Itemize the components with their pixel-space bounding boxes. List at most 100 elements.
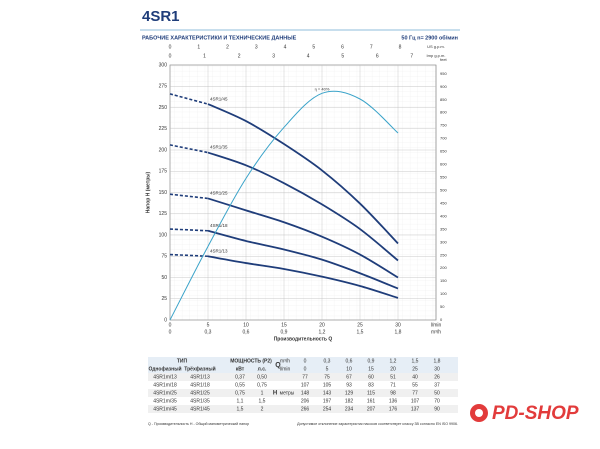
th: ТИП (177, 358, 188, 364)
top-tick-label: 1 (203, 53, 206, 59)
td: 0,75 (235, 390, 245, 396)
row-bg (148, 373, 458, 381)
td: 148 (301, 390, 310, 396)
td: 77 (412, 390, 418, 396)
x2-tick-label: 0,9 (281, 329, 288, 335)
td: 1 (261, 390, 264, 396)
y-tick-label: 200 (159, 147, 168, 153)
x-tick-label: 0 (169, 322, 172, 328)
td: 4SR1/13 (190, 374, 210, 380)
footer-right: Допустимое отклонение характеристик насо… (297, 422, 458, 426)
td: 4SR1m/35 (153, 398, 177, 404)
th: л.с. (258, 366, 267, 372)
td: 67 (346, 374, 352, 380)
y-tick-label: 125 (159, 211, 168, 217)
curve (207, 151, 399, 262)
td: 4SR1/25 (190, 390, 210, 396)
td: 4SR1m/18 (153, 382, 177, 388)
th: 1,8 (434, 358, 441, 364)
td: 0,55 (235, 382, 245, 388)
x-label: Производительность Q (274, 336, 333, 342)
td: 93 (346, 382, 352, 388)
td: 4SR1m/45 (153, 406, 177, 412)
top-tick-label: 1 (197, 44, 200, 50)
x-tick-label: 30 (395, 322, 401, 328)
td: 105 (323, 382, 332, 388)
right-tick-label: 800 (440, 110, 447, 115)
x-tick-label: 10 (243, 322, 249, 328)
curve-label: 4SR1/25 (210, 191, 228, 196)
right-tick-label: 300 (440, 239, 447, 244)
td: 1,5 (237, 406, 244, 412)
row-bg (148, 389, 458, 397)
td: 0,37 (235, 374, 245, 380)
td: 4SR1m/13 (153, 374, 177, 380)
td: 176 (389, 406, 398, 412)
top-tick-label: 5 (312, 44, 315, 50)
x2-tick-label: 1,2 (319, 329, 326, 335)
td: 70 (434, 398, 440, 404)
subtitle: РАБОЧИЕ ХАРАКТЕРИСТИКИ И ТЕХНИЧЕСКИЕ ДАН… (142, 35, 297, 41)
x2-tick-label: 1,8 (395, 329, 402, 335)
y-tick-label: 275 (159, 84, 168, 90)
td: 129 (345, 390, 354, 396)
th: Однофазный (148, 365, 181, 372)
right-tick-label: 150 (440, 278, 447, 283)
top-unit: Imp g.p.m. (427, 53, 446, 58)
curve (207, 103, 399, 245)
right-tick-label: 500 (440, 187, 447, 192)
top-tick-label: 3 (255, 44, 258, 50)
right-tick-label: 250 (440, 252, 447, 257)
td: 136 (389, 398, 398, 404)
table-head-bg (148, 357, 458, 373)
y-tick-label: 50 (161, 275, 167, 281)
right-tick-label: 0 (440, 317, 443, 322)
conditions: 50 Гц n= 2900 об/мин (401, 34, 458, 41)
curve-dashed (169, 193, 209, 200)
top-tick-label: 6 (376, 53, 379, 59)
th: H (273, 391, 277, 397)
y-tick-label: 225 (159, 126, 168, 132)
top-tick-label: 2 (238, 53, 241, 59)
y-tick-label: 150 (159, 190, 168, 196)
curve-label: 4SR1/45 (210, 96, 228, 101)
y-tick-label: 25 (161, 296, 167, 302)
td: 50 (434, 390, 440, 396)
td: 107 (411, 398, 420, 404)
curve-label: 4SR1/13 (210, 248, 228, 253)
curve (207, 255, 399, 299)
td: 83 (368, 382, 374, 388)
footer-left: Q - Производительность H - Общий маномет… (148, 422, 249, 426)
td: 4SR1m/25 (153, 390, 177, 396)
right-tick-label: 600 (440, 162, 447, 167)
td: 197 (323, 398, 332, 404)
right-tick-label: 650 (440, 149, 447, 154)
td: 51 (390, 374, 396, 380)
curve-dashed (169, 144, 209, 154)
th: 15 (368, 366, 374, 372)
right-tick-label: 50 (440, 304, 445, 309)
td: 98 (390, 390, 396, 396)
th: 20 (390, 366, 396, 372)
top-tick-label: 5 (341, 53, 344, 59)
top-tick-label: 8 (399, 44, 402, 50)
curve-label: 4SR1/35 (210, 145, 228, 150)
td: 0,75 (257, 382, 267, 388)
td: 234 (345, 406, 354, 412)
x2-tick-label: 0,3 (205, 329, 212, 335)
x2-unit: m³/h (431, 329, 441, 335)
td: 90 (434, 406, 440, 412)
right-tick-label: 700 (440, 136, 447, 141)
td: 4SR1/35 (190, 398, 210, 404)
td: 1,1 (237, 398, 244, 404)
right-tick-label: 850 (440, 97, 447, 102)
curve-dashed (169, 93, 209, 105)
th: 0,9 (368, 358, 375, 364)
td: 55 (412, 382, 418, 388)
th: Трёхфазный (184, 365, 215, 372)
y-tick-label: 250 (159, 105, 168, 111)
th: 25 (412, 366, 418, 372)
th: m³/h (280, 358, 290, 364)
th: 0 (304, 358, 307, 364)
